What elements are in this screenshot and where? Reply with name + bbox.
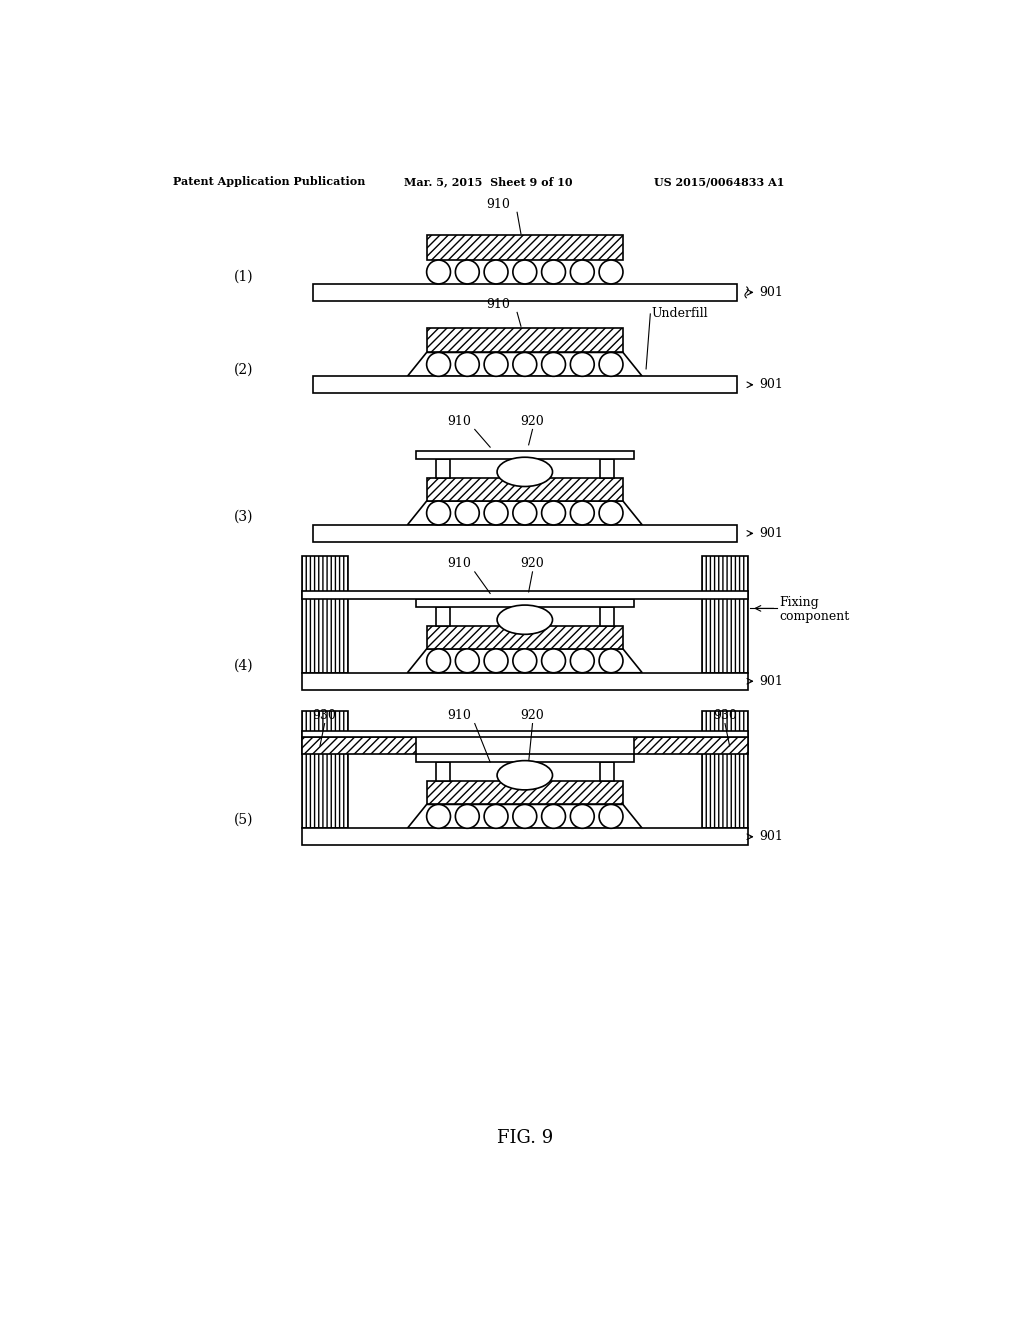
Bar [427,781,623,804]
Text: 910: 910 [447,414,471,428]
Ellipse shape [427,260,451,284]
Bar [436,607,450,626]
Ellipse shape [427,649,451,673]
Bar [427,327,623,352]
Bar [600,607,613,626]
Text: 910: 910 [447,709,471,722]
Ellipse shape [513,502,537,525]
Bar [416,599,634,607]
Bar [600,762,613,781]
Polygon shape [408,352,642,376]
Ellipse shape [456,804,479,829]
Bar [313,525,736,543]
Ellipse shape [599,502,623,525]
Bar [600,459,613,478]
Text: 920: 920 [520,414,545,428]
Bar [427,235,623,260]
Ellipse shape [542,352,565,376]
Ellipse shape [542,804,565,829]
Bar [634,738,749,755]
Ellipse shape [484,804,508,829]
Ellipse shape [542,649,565,673]
Text: 930: 930 [713,709,737,722]
Ellipse shape [497,457,553,487]
Ellipse shape [484,352,508,376]
Polygon shape [408,804,642,829]
Bar [436,762,450,781]
Ellipse shape [497,605,553,635]
Bar [416,451,634,459]
Polygon shape [408,649,642,673]
Ellipse shape [599,352,623,376]
Ellipse shape [484,260,508,284]
Bar [436,459,450,478]
Text: FIG. 9: FIG. 9 [497,1129,553,1147]
Text: 901: 901 [760,527,783,540]
Ellipse shape [570,804,594,829]
Ellipse shape [570,649,594,673]
Text: 930: 930 [312,709,337,722]
Ellipse shape [570,260,594,284]
Ellipse shape [456,502,479,525]
Text: 920: 920 [520,557,545,570]
Text: US 2015/0064833 A1: US 2015/0064833 A1 [654,176,784,187]
Bar [301,556,348,673]
Text: (4): (4) [234,659,254,673]
Text: 901: 901 [760,286,783,298]
Text: Underfill: Underfill [652,308,709,321]
Ellipse shape [513,804,537,829]
Text: 901: 901 [760,830,783,843]
Ellipse shape [513,649,537,673]
Text: (5): (5) [234,813,254,826]
Ellipse shape [542,260,565,284]
Ellipse shape [456,352,479,376]
Ellipse shape [599,804,623,829]
Ellipse shape [513,260,537,284]
Ellipse shape [427,502,451,525]
Bar [301,591,749,599]
Bar [301,829,749,845]
Bar [701,711,749,829]
Text: 920: 920 [520,709,545,722]
Ellipse shape [599,649,623,673]
Ellipse shape [484,502,508,525]
Text: (3): (3) [234,510,254,524]
Bar [301,731,749,738]
Ellipse shape [497,760,553,789]
Ellipse shape [427,352,451,376]
Text: 910: 910 [447,557,471,570]
Text: (2): (2) [234,363,254,376]
Bar [301,673,749,689]
Ellipse shape [599,260,623,284]
Bar [313,284,736,301]
Ellipse shape [484,649,508,673]
Bar [427,478,623,502]
Ellipse shape [456,260,479,284]
Ellipse shape [570,352,594,376]
Ellipse shape [570,502,594,525]
Bar [301,738,416,755]
Text: 910: 910 [486,298,510,312]
Bar [427,626,623,649]
Bar [301,711,348,829]
Text: Mar. 5, 2015  Sheet 9 of 10: Mar. 5, 2015 Sheet 9 of 10 [403,176,572,187]
Text: 910: 910 [486,198,510,211]
Text: 901: 901 [760,675,783,688]
Polygon shape [408,502,642,525]
Text: Fixing: Fixing [779,595,818,609]
Bar [701,556,749,673]
Ellipse shape [456,649,479,673]
Text: component: component [779,610,849,623]
Text: 901: 901 [760,379,783,391]
Ellipse shape [513,352,537,376]
Text: (1): (1) [234,271,254,284]
Bar [416,755,634,762]
Ellipse shape [427,804,451,829]
Text: Patent Application Publication: Patent Application Publication [173,176,366,187]
Bar [313,376,736,393]
Ellipse shape [542,502,565,525]
